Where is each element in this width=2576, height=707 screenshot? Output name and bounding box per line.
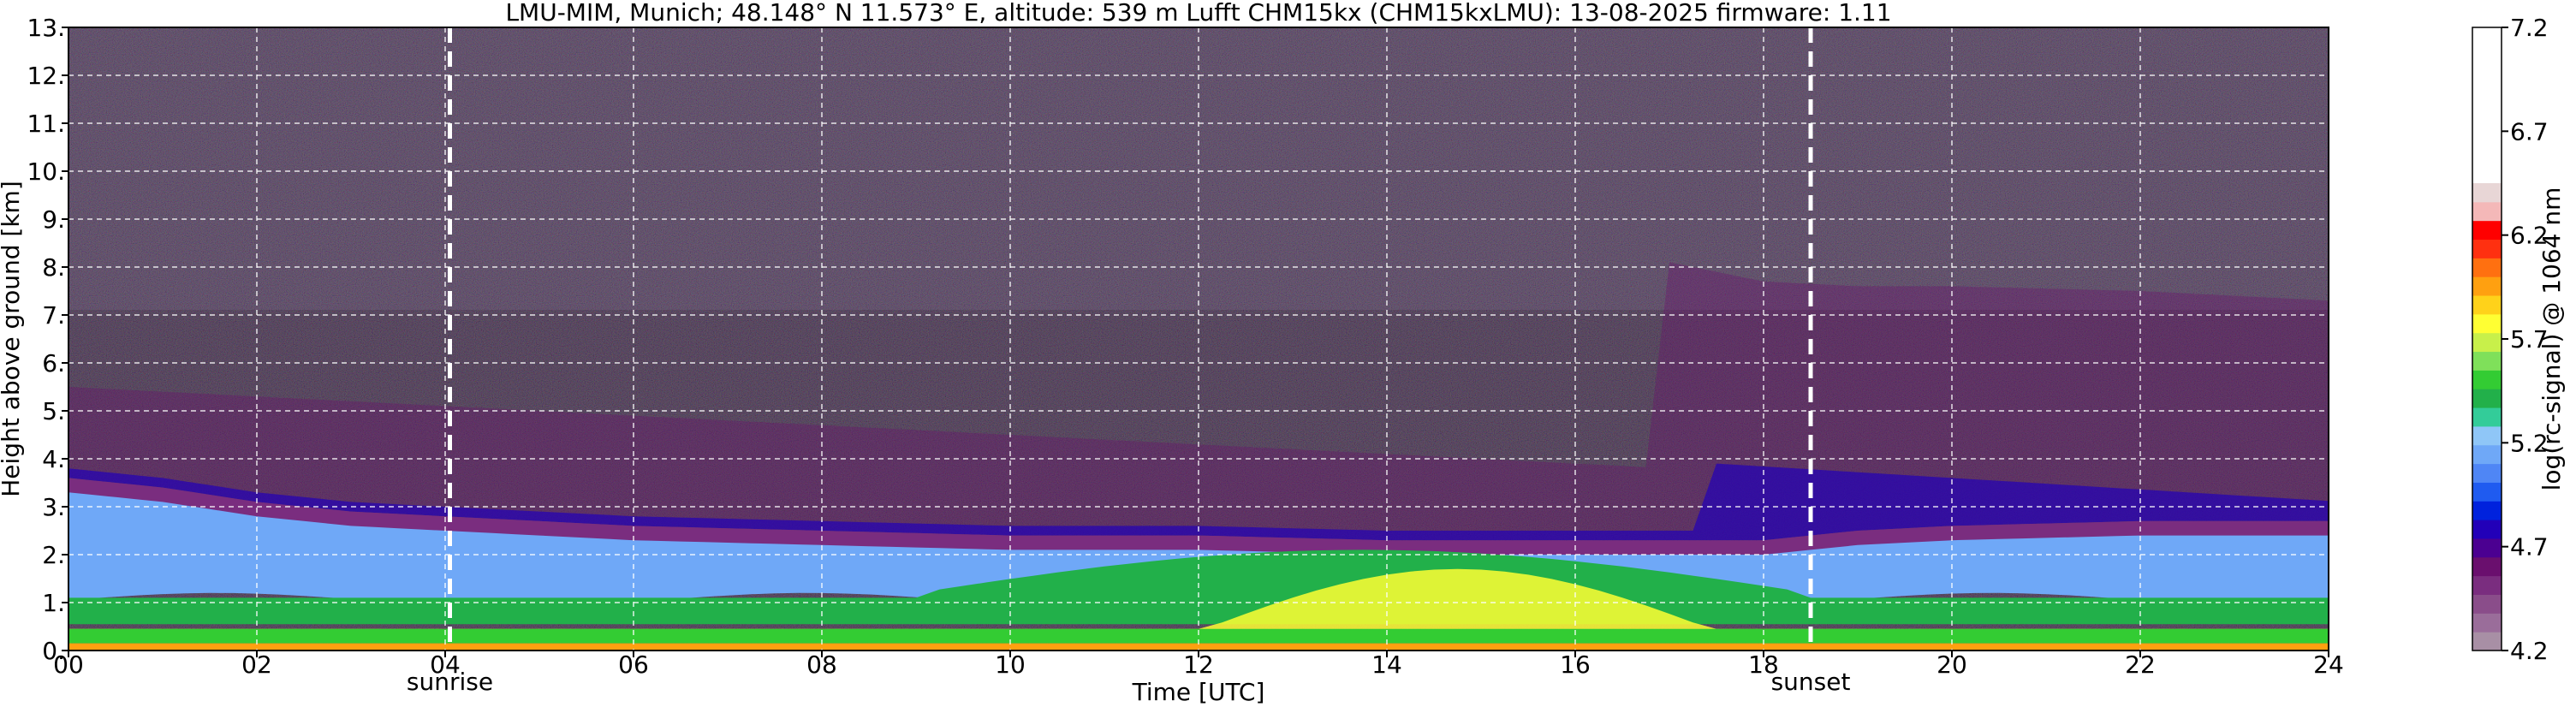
y-axis-ticks: 0. 1. 2. 3. 4. 5. 6. 7. 8. 9. 10. 11. 12. 13. [27, 14, 68, 665]
x-axis-label: Time [UTC] [1132, 678, 1265, 706]
y-tick-label: 7. [42, 301, 65, 330]
colorbar-segment [2472, 425, 2502, 446]
sun-annotations: sunrise sunset [407, 668, 1851, 696]
y-tick-label: 2. [42, 541, 65, 569]
y-tick-label: 9. [42, 205, 65, 234]
x-tick-label: 24 [2313, 651, 2344, 679]
colorbar-segment [2472, 239, 2502, 258]
y-tick-label: 0. [42, 637, 65, 665]
y-tick-label: 12. [27, 62, 65, 90]
x-tick-label: 10 [995, 651, 1026, 679]
colorbar: 4.2 4.7 5.2 5.7 6.2 6.7 7.2 [2472, 14, 2549, 665]
x-tick-label: 06 [618, 651, 649, 679]
colorbar-tick-label: 4.7 [2510, 533, 2549, 561]
event-lines [448, 27, 1813, 651]
grid-lines [68, 27, 2329, 651]
y-tick-label: 3. [42, 493, 65, 521]
colorbar-segment [2472, 538, 2502, 558]
x-tick-label: 00 [53, 651, 84, 679]
y-tick-label: 11. [27, 110, 65, 138]
colorbar-segment [2472, 351, 2502, 371]
colorbar-segment [2472, 220, 2502, 241]
colorbar-segment [2472, 313, 2502, 334]
colorbar-segment [2472, 556, 2502, 577]
colorbar-segment [2472, 370, 2502, 389]
sunrise-label: sunrise [407, 668, 493, 696]
colorbar-tick-label: 6.2 [2510, 222, 2549, 250]
y-tick-label: 5. [42, 397, 65, 425]
colorbar-tick-label: 5.7 [2510, 325, 2549, 354]
colorbar-tick-label: 5.2 [2510, 429, 2549, 457]
colorbar-segment [2472, 501, 2502, 520]
x-tick-label: 02 [241, 651, 272, 679]
colorbar-segment [2472, 632, 2502, 651]
y-tick-label: 8. [42, 253, 65, 282]
y-tick-label: 6. [42, 349, 65, 377]
x-tick-label: 04 [430, 651, 461, 679]
x-tick-label: 12 [1183, 651, 1214, 679]
x-tick-label: 18 [1748, 651, 1779, 679]
chart-title: LMU-MIM, Munich; 48.148° N 11.573° E, al… [505, 0, 1891, 27]
x-axis-ticks: 00 02 04 06 08 10 12 14 16 18 20 22 24 [53, 651, 2344, 679]
colorbar-label: log(rc-signal) @ 1064 nm [2537, 187, 2566, 491]
x-tick-label: 08 [806, 651, 837, 679]
colorbar-segment [2472, 463, 2502, 483]
colorbar-segment [2472, 201, 2502, 222]
colorbar-segment [2472, 520, 2502, 539]
y-tick-label: 13. [27, 14, 65, 42]
x-tick-label: 20 [1936, 651, 1967, 679]
colorbar-segment [2472, 444, 2502, 465]
x-tick-label: 16 [1560, 651, 1591, 679]
colorbar-tick-label: 6.7 [2510, 117, 2549, 146]
heatmap-band-ground [68, 643, 2329, 651]
y-tick-label: 4. [42, 445, 65, 473]
y-axis-label: Height above ground [km] [0, 181, 25, 497]
y-tick-label: 10. [27, 157, 65, 186]
plot-area [68, 27, 2329, 651]
colorbar-segment [2472, 258, 2502, 277]
colorbar-segment [2472, 183, 2502, 203]
x-tick-label: 14 [1371, 651, 1402, 679]
colorbar-segment [2472, 613, 2502, 633]
y-tick-label: 1. [42, 589, 65, 617]
colorbar-segment [2472, 575, 2502, 595]
x-tick-label: 22 [2125, 651, 2156, 679]
colorbar-tick-label: 4.2 [2510, 637, 2549, 665]
colorbar-segment [2472, 482, 2502, 502]
colorbar-segment [2472, 27, 2502, 183]
colorbar-tick-label: 7.2 [2510, 14, 2549, 42]
sunset-label: sunset [1771, 668, 1851, 696]
colorbar-segment [2472, 276, 2502, 296]
colorbar-segment [2472, 407, 2502, 427]
colorbar-segment [2472, 332, 2502, 353]
colorbar-segment [2472, 594, 2502, 614]
colorbar-segment [2472, 295, 2502, 315]
colorbar-segment [2472, 389, 2502, 408]
